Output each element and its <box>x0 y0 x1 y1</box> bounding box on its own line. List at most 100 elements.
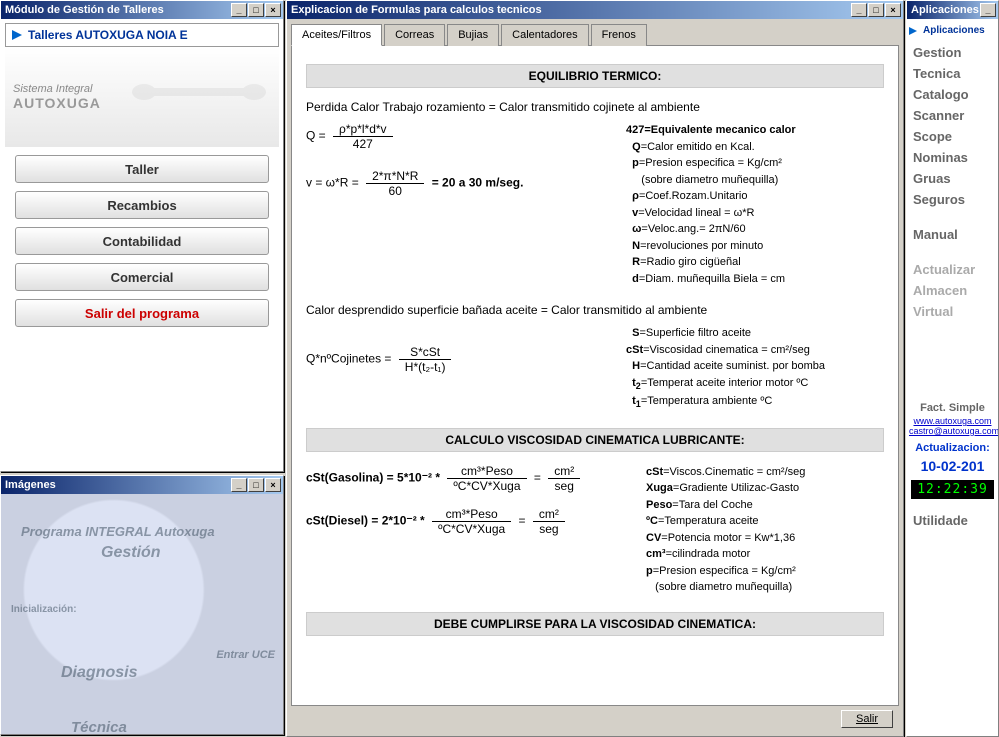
formula-intro: Perdida Calor Trabajo rozamiento = Calor… <box>306 100 884 114</box>
arrow-right-icon <box>12 30 22 40</box>
clock-display: 12:22:39 <box>911 480 994 499</box>
utilidades-label[interactable]: Utilidade <box>909 505 996 536</box>
document-content[interactable]: EQUILIBRIO TERMICO: Perdida Calor Trabaj… <box>291 46 899 706</box>
logo-title: AUTOXUGA <box>13 95 101 111</box>
titlebar[interactable]: Explicacion de Formulas para calculos te… <box>287 1 903 19</box>
section-title: CALCULO VISCOSIDAD CINEMATICA LUBRICANTE… <box>306 428 884 452</box>
logo-area: Sistema Integral AUTOXUGA <box>5 47 279 147</box>
header-text: Aplicaciones <box>923 25 985 36</box>
recambios-button[interactable]: Recambios <box>15 191 269 219</box>
info-panel: Fact. Simple www.autoxuga.com castro@aut… <box>909 402 996 499</box>
titlebar[interactable]: Módulo de Gestión de Talleres _ □ × <box>1 1 283 19</box>
menu-actualizar[interactable]: Actualizar <box>909 259 996 280</box>
collage-label: Técnica <box>71 719 127 734</box>
close-icon[interactable]: × <box>265 3 281 17</box>
comercial-button[interactable]: Comercial <box>15 263 269 291</box>
maximize-icon[interactable]: □ <box>248 3 264 17</box>
tab-correas[interactable]: Correas <box>384 24 445 46</box>
collage-label: Gestión <box>101 544 161 562</box>
collage-label: Entrar UCE <box>216 649 275 661</box>
menu-virtual[interactable]: Virtual <box>909 301 996 322</box>
update-date: 10-02-201 <box>909 458 996 474</box>
menu-almacen[interactable]: Almacen <box>909 280 996 301</box>
fraction-numerator: cm³*Peso <box>447 464 526 479</box>
fraction-denominator: seg <box>548 479 580 493</box>
tab-calentadores[interactable]: Calentadores <box>501 24 588 46</box>
workshop-module-window: Módulo de Gestión de Talleres _ □ × Tall… <box>0 0 284 472</box>
titlebar[interactable]: Aplicaciones _ <box>907 1 998 19</box>
v-result: = 20 a 30 m/seg. <box>432 176 524 190</box>
taller-button[interactable]: Taller <box>15 155 269 183</box>
images-content: Programa INTEGRAL Autoxuga Gestión Inici… <box>1 494 283 734</box>
workshop-header: Talleres AUTOXUGA NOIA E <box>5 23 279 47</box>
collage-label: Programa INTEGRAL Autoxuga <box>21 524 215 539</box>
fraction-numerator: ρ*p*l*d*v <box>333 122 393 137</box>
fraction-denominator: ºC*CV*Xuga <box>447 479 526 493</box>
collage-label: Diagnosis <box>61 664 137 682</box>
fraction-numerator: cm² <box>548 464 580 479</box>
maximize-icon[interactable]: □ <box>868 3 884 17</box>
apps-header: Aplicaciones <box>909 23 996 42</box>
window-title: Aplicaciones <box>909 4 980 16</box>
tabs: Aceites/Filtros Correas Bujias Calentado… <box>291 23 899 46</box>
menu-scope[interactable]: Scope <box>909 126 996 147</box>
qn-equals: Q*nºCojinetes = <box>306 352 391 366</box>
minimize-icon[interactable]: _ <box>851 3 867 17</box>
formula-block: Q*nºCojinetes = S*cSt H*(t₂-t₁) S=Superf… <box>306 325 884 412</box>
tab-aceites[interactable]: Aceites/Filtros <box>291 24 382 46</box>
minimize-icon[interactable]: _ <box>980 3 996 17</box>
definitions: cSt=Viscos.Cinematic = cm²/seg Xuga=Grad… <box>646 464 805 596</box>
titlebar[interactable]: Imágenes _ □ × <box>1 476 283 494</box>
q-equals: Q = <box>306 129 326 143</box>
main-menu: Taller Recambios Contabilidad Comercial … <box>5 147 279 343</box>
menu-catalogo[interactable]: Catalogo <box>909 84 996 105</box>
arrow-right-icon <box>909 27 917 35</box>
wrench-icon <box>129 77 269 107</box>
images-window: Imágenes _ □ × Programa INTEGRAL Autoxug… <box>0 475 284 735</box>
salir-button[interactable]: Salir <box>841 710 893 728</box>
equals: = <box>519 514 526 528</box>
update-label: Actualizacion: <box>909 442 996 454</box>
exit-button[interactable]: Salir del programa <box>15 299 269 327</box>
formula-block: Q = ρ*p*l*d*v 427 v = ω*R = 2*π*N*R 60 =… <box>306 122 884 287</box>
definitions: 427=Equivalente mecanico calor QQ=Calor … <box>626 122 796 287</box>
fact-simple-label[interactable]: Fact. Simple <box>909 402 996 414</box>
minimize-icon[interactable]: _ <box>231 3 247 17</box>
logo-subtitle: Sistema Integral <box>13 83 101 95</box>
maximize-icon[interactable]: □ <box>248 478 264 492</box>
minimize-icon[interactable]: _ <box>231 478 247 492</box>
equals: = <box>534 471 541 485</box>
cst-gasolina: cSt(Gasolina) = 5*10⁻² * <box>306 471 440 485</box>
fraction-denominator: 427 <box>333 137 393 151</box>
cst-diesel: cSt(Diesel) = 2*10⁻² * <box>306 514 425 528</box>
window-title: Módulo de Gestión de Talleres <box>3 4 231 16</box>
fraction-denominator: 60 <box>366 184 424 198</box>
menu-scanner[interactable]: Scanner <box>909 105 996 126</box>
section-title: DEBE CUMPLIRSE PARA LA VISCOSIDAD CINEMA… <box>306 612 884 636</box>
website-link[interactable]: www.autoxuga.com <box>909 416 996 426</box>
fraction-numerator: cm³*Peso <box>432 507 511 522</box>
formula-block: cSt(Gasolina) = 5*10⁻² * cm³*Peso ºC*CV*… <box>306 464 884 596</box>
fraction-denominator: ºC*CV*Xuga <box>432 522 511 536</box>
contabilidad-button[interactable]: Contabilidad <box>15 227 269 255</box>
menu-gruas[interactable]: Gruas <box>909 168 996 189</box>
apps-menu: Gestion Tecnica Catalogo Scanner Scope N… <box>909 42 996 322</box>
fraction-denominator: H*(t₂-t₁) <box>399 360 452 374</box>
fraction-denominator: seg <box>533 522 565 536</box>
fraction-numerator: 2*π*N*R <box>366 169 424 184</box>
tab-frenos[interactable]: Frenos <box>591 24 647 46</box>
header-text: Talleres AUTOXUGA NOIA E <box>28 28 188 42</box>
definitions: S=Superficie filtro aceite cSt=Viscosida… <box>626 325 825 412</box>
fraction-numerator: S*cSt <box>399 345 452 360</box>
close-icon[interactable]: × <box>265 478 281 492</box>
email-link[interactable]: castro@autoxuga.com <box>909 426 996 436</box>
close-icon[interactable]: × <box>885 3 901 17</box>
fraction-numerator: cm² <box>533 507 565 522</box>
menu-manual[interactable]: Manual <box>909 224 996 245</box>
menu-seguros[interactable]: Seguros <box>909 189 996 210</box>
section-title: EQUILIBRIO TERMICO: <box>306 64 884 88</box>
menu-tecnica[interactable]: Tecnica <box>909 63 996 84</box>
tab-bujias[interactable]: Bujias <box>447 24 499 46</box>
menu-gestion[interactable]: Gestion <box>909 42 996 63</box>
menu-nominas[interactable]: Nominas <box>909 147 996 168</box>
